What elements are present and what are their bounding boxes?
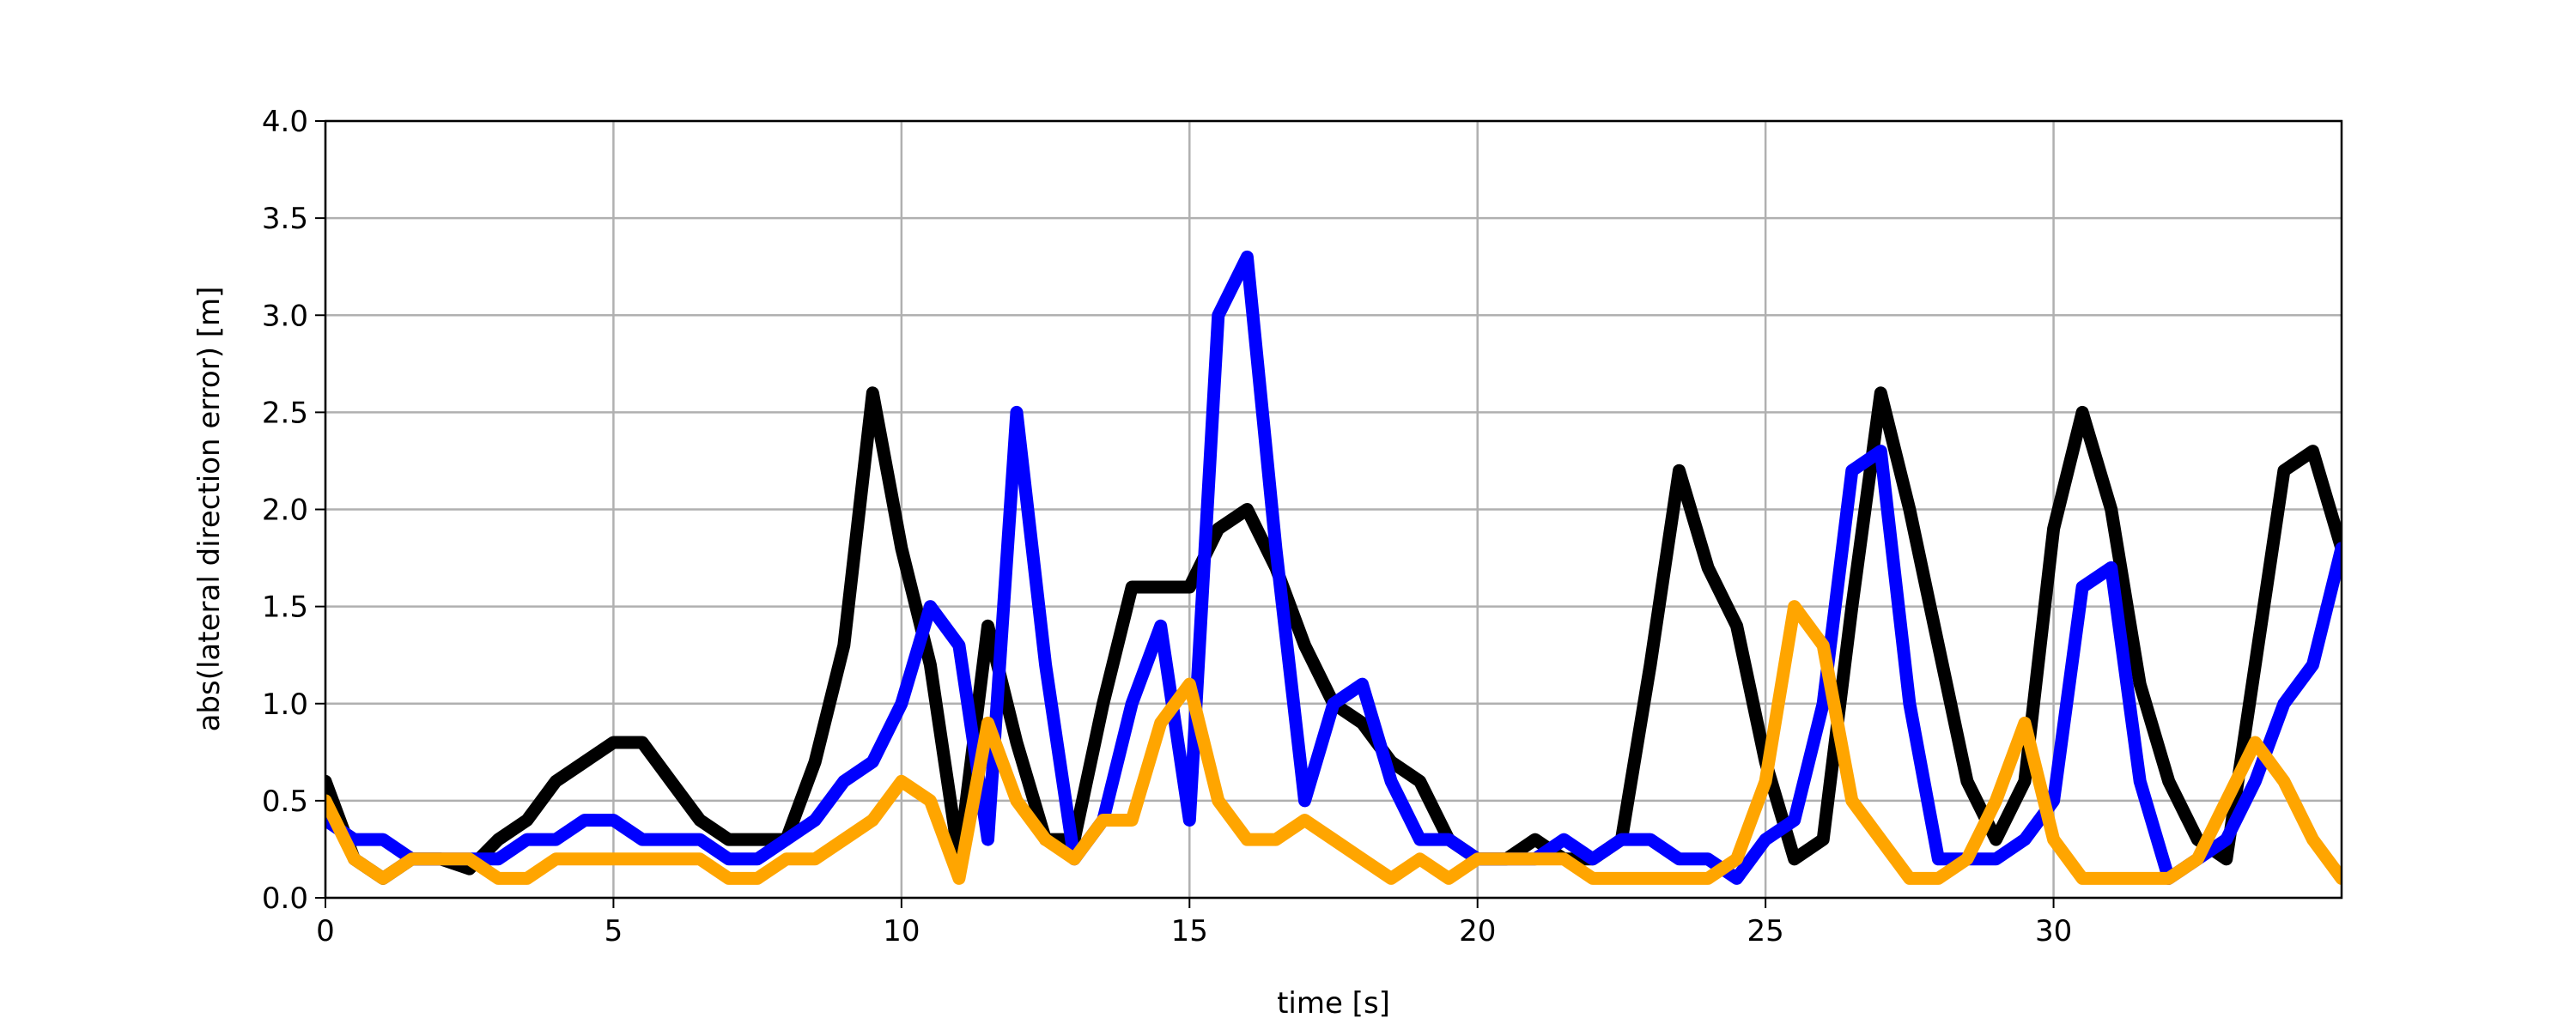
x-axis-label: time [s] [1277, 986, 1390, 1021]
x-tick-label: 0 [316, 914, 335, 948]
lines [325, 250, 2342, 885]
series-line [325, 250, 2342, 885]
axes: 0.0 0.5 1.0 1.5 2.0 2.5 3.0 3.5 4.0 0 5 10 15 20 25 30 [262, 105, 2343, 948]
series-line [325, 600, 2342, 885]
x-tick-label: 5 [605, 914, 623, 948]
x-tick-label: 15 [1171, 914, 1208, 948]
y-tick-label: 0.0 [262, 882, 308, 916]
plot-frame [324, 119, 2343, 900]
y-tick-label: 2.5 [262, 396, 308, 430]
y-tick-label: 3.5 [262, 202, 308, 236]
x-tick-label: 25 [1747, 914, 1784, 948]
y-tick-label: 4.0 [262, 105, 308, 139]
y-tick-label: 2.0 [262, 494, 308, 528]
x-tick-label: 30 [2035, 914, 2072, 948]
grid [324, 119, 2342, 900]
y-tick-label: 3.0 [262, 299, 308, 333]
y-axis-label: abs(lateral direction error) [m] [192, 287, 227, 732]
y-tick-label: 1.0 [262, 688, 308, 722]
x-tick-label: 20 [1459, 914, 1496, 948]
y-tick-label: 0.5 [262, 785, 308, 819]
y-tick-label: 1.5 [262, 591, 308, 625]
x-tick-label: 10 [883, 914, 920, 948]
